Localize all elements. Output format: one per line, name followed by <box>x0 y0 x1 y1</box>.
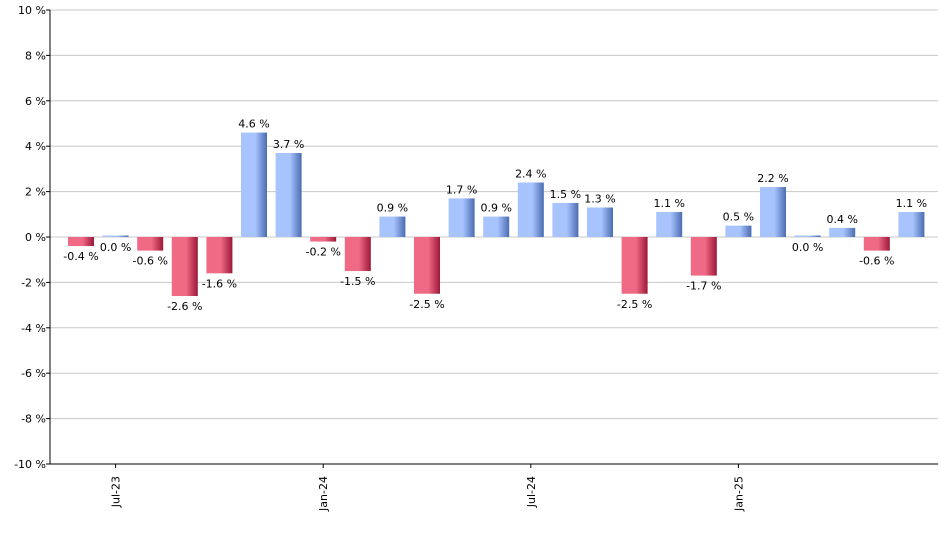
bar <box>517 182 544 237</box>
data-label: 0.5 % <box>723 211 754 224</box>
y-axis-tick-labels: 10 % 8 % 6 % 4 % 2 % 0 % -2 % -4 % -6 % -8 % -10 % <box>14 4 46 471</box>
data-label: 1.1 % <box>896 197 927 210</box>
x-tick-label: Jul-23 <box>110 476 123 508</box>
bar <box>587 207 613 237</box>
bar <box>483 216 510 237</box>
bar <box>621 237 648 294</box>
data-label: -0.4 % <box>63 250 98 263</box>
x-tick-label: Jan-25 <box>732 476 745 512</box>
y-tick-label: 4 % <box>25 140 46 153</box>
data-label: -2.5 % <box>409 298 444 311</box>
bar <box>552 202 579 237</box>
bar <box>898 212 925 237</box>
data-label: 4.6 % <box>238 118 269 131</box>
x-tick-label: Jan-24 <box>317 476 330 512</box>
axes <box>49 10 938 465</box>
y-tick-label: -2 % <box>21 276 46 289</box>
bar <box>725 225 752 237</box>
data-label: -1.5 % <box>340 275 375 288</box>
bar <box>379 216 406 237</box>
bar <box>863 237 890 251</box>
bar <box>690 237 717 276</box>
data-label: -1.7 % <box>686 280 721 293</box>
data-label: -2.6 % <box>167 300 202 313</box>
data-label: 0.9 % <box>377 202 408 215</box>
bar <box>68 237 94 247</box>
data-label: 1.5 % <box>550 188 581 201</box>
bar <box>275 153 302 237</box>
bar <box>414 237 440 294</box>
bars <box>68 132 925 297</box>
data-label: 0.9 % <box>480 202 511 215</box>
data-label: 0.4 % <box>826 213 857 226</box>
data-label: -2.5 % <box>617 298 652 311</box>
y-tick-label: 0 % <box>25 231 46 244</box>
data-label: -0.6 % <box>132 255 167 268</box>
bar <box>171 237 198 297</box>
data-label: 1.3 % <box>584 192 615 205</box>
data-label: 0.0 % <box>100 241 131 254</box>
bar <box>448 198 475 237</box>
y-tick-label: -8 % <box>21 413 46 426</box>
data-label: -0.6 % <box>859 255 894 268</box>
y-tick-label: -4 % <box>21 322 46 335</box>
bar <box>829 227 856 237</box>
y-tick-label: 10 % <box>18 4 46 17</box>
y-tick-label: -6 % <box>21 367 46 380</box>
data-label: 1.1 % <box>653 197 684 210</box>
bar <box>310 237 337 242</box>
bar <box>344 237 371 272</box>
data-label: 2.2 % <box>757 172 788 185</box>
x-tick-label: Jul-24 <box>525 476 538 508</box>
data-label: 0.0 % <box>792 241 823 254</box>
data-label: -1.6 % <box>202 277 237 290</box>
bar <box>794 235 821 237</box>
y-tick-label: 2 % <box>25 186 46 199</box>
bar <box>137 237 164 251</box>
y-tick-label: 8 % <box>25 49 46 62</box>
data-label: 2.4 % <box>515 168 546 181</box>
bar <box>241 132 267 237</box>
y-tick-label: 6 % <box>25 95 46 108</box>
data-labels: -0.4 %0.0 %-0.6 %-2.6 %-1.6 %4.6 %3.7 %-… <box>63 118 927 313</box>
bar <box>102 235 129 237</box>
bar <box>760 187 786 237</box>
y-tick-label: -10 % <box>14 458 46 471</box>
data-label: 3.7 % <box>273 138 304 151</box>
data-label: -0.2 % <box>305 246 340 259</box>
data-label: 1.7 % <box>446 183 477 196</box>
bar <box>206 237 233 274</box>
x-axis-tick-labels: Jul-23 Jan-24 Jul-24 Jan-25 <box>110 464 745 512</box>
bar <box>656 212 683 237</box>
